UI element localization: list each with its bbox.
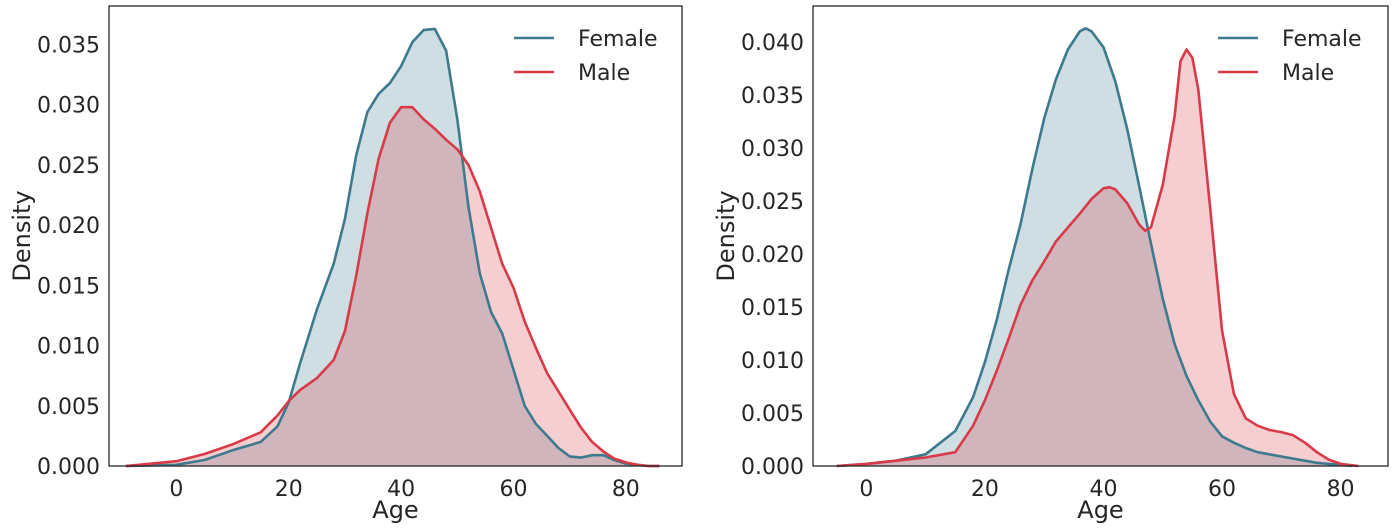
right-chart: 0 20 40 60 80 0.000 0.005 0.010 0.015 0.020 0.025 0… xyxy=(712,5,1389,524)
x-tick-label: 20 xyxy=(971,477,999,502)
y-tick-label: 0.035 xyxy=(741,84,804,109)
x-tick-label: 60 xyxy=(499,477,527,502)
x-tick-label: 20 xyxy=(275,477,303,502)
series-area-female xyxy=(125,28,660,467)
y-tick-label: 0.030 xyxy=(741,137,804,162)
series-line-female xyxy=(125,27,660,468)
axes-frame xyxy=(812,5,1389,467)
y-tick-label: 0.020 xyxy=(741,243,804,268)
y-tick-label: 0.035 xyxy=(37,34,100,59)
x-tick-label: 40 xyxy=(387,477,415,502)
y-tick-label: 0.025 xyxy=(741,190,804,215)
series-area-female xyxy=(836,28,1353,467)
series-area-male xyxy=(125,107,660,466)
axes-frame xyxy=(108,5,683,467)
y-tick-label: 0.000 xyxy=(37,455,100,480)
y-tick-label: 0.010 xyxy=(741,349,804,374)
x-tick-label: 80 xyxy=(612,477,640,502)
y-tick-label: 0.040 xyxy=(741,31,804,56)
y-tick-label: 0.015 xyxy=(37,274,100,299)
left-chart: 0 20 40 60 80 0.000 0.005 0.010 0.015 0.020 0.025 0… xyxy=(8,5,683,524)
x-tick-label: 0 xyxy=(169,477,183,502)
legend: Female Male xyxy=(514,27,658,86)
series-line-male xyxy=(836,48,1359,468)
x-tick-label: 80 xyxy=(1327,477,1355,502)
series-line-male xyxy=(125,105,660,468)
y-tick-label: 0.015 xyxy=(741,296,804,321)
y-axis-label: Density xyxy=(712,190,740,281)
x-tick-label: 0 xyxy=(859,477,873,502)
y-tick-label: 0.010 xyxy=(37,335,100,360)
legend-label-male: Male xyxy=(1282,61,1334,86)
y-tick-label: 0.005 xyxy=(741,402,804,427)
x-axis-label: Age xyxy=(1077,496,1123,524)
y-tick-label: 0.005 xyxy=(37,395,100,420)
legend: Female Male xyxy=(1218,27,1362,86)
y-tick-label: 0.025 xyxy=(37,154,100,179)
x-tick-label: 60 xyxy=(1208,477,1236,502)
legend-label-male: Male xyxy=(578,61,630,86)
y-tick-label: 0.020 xyxy=(37,214,100,239)
legend-label-female: Female xyxy=(1282,27,1362,52)
x-axis-label: Age xyxy=(372,496,418,524)
y-tick-label: 0.030 xyxy=(37,94,100,119)
series-line-female xyxy=(836,27,1353,468)
y-tick-label: 0.000 xyxy=(741,455,804,480)
x-tick-label: 40 xyxy=(1089,477,1117,502)
y-axis-label: Density xyxy=(8,190,36,281)
series-area-male xyxy=(836,49,1359,466)
legend-label-female: Female xyxy=(578,27,658,52)
